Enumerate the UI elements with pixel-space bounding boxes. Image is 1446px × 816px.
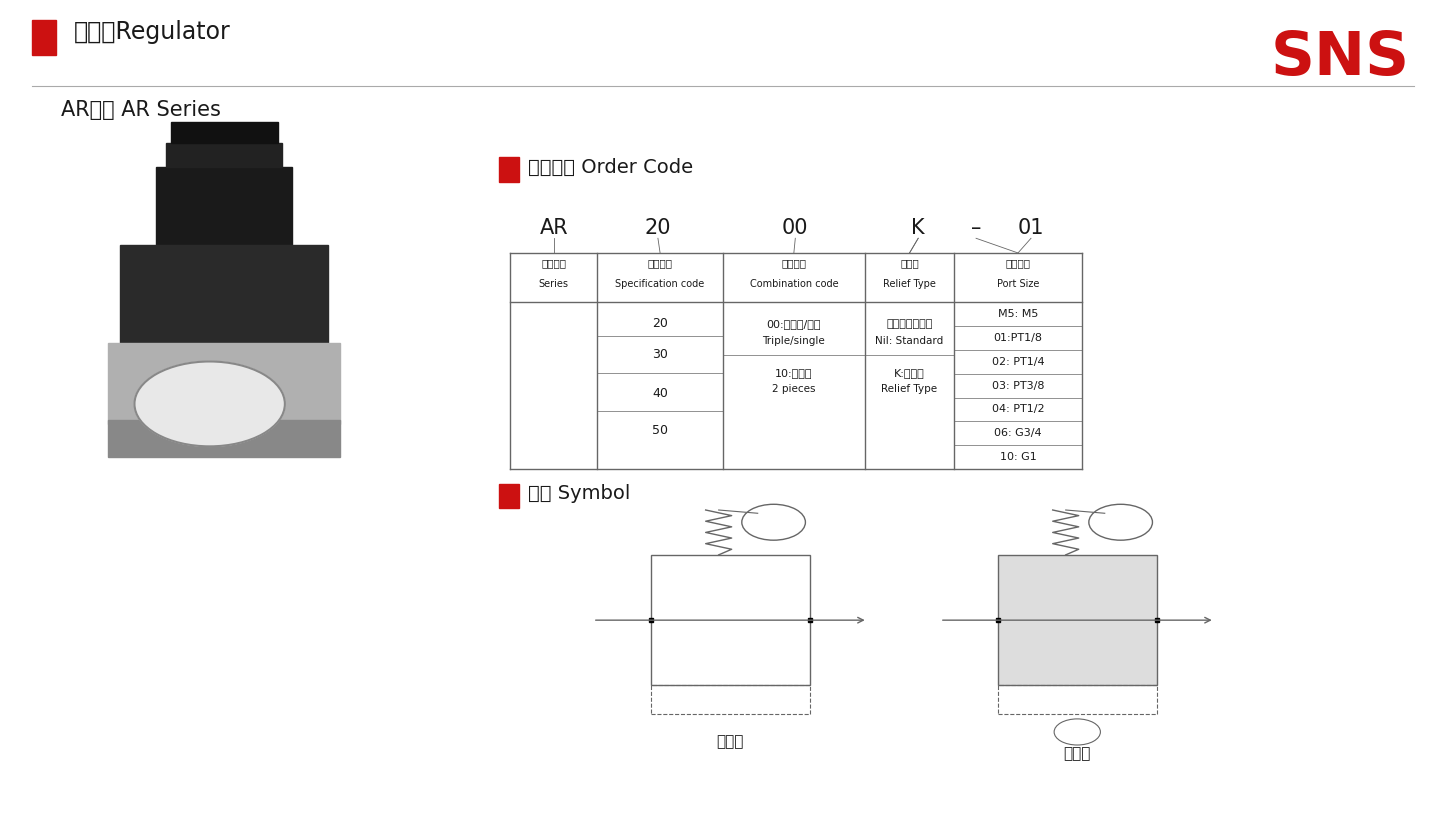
Text: 03: PT3/8: 03: PT3/8 <box>992 380 1044 391</box>
Text: Nil: Standard: Nil: Standard <box>875 336 944 346</box>
Bar <box>651 555 810 685</box>
Text: 联件代号: 联件代号 <box>781 258 807 268</box>
Text: AR: AR <box>539 219 568 238</box>
Text: 规格代号: 规格代号 <box>648 258 672 268</box>
Text: 50: 50 <box>652 424 668 437</box>
Bar <box>499 157 519 182</box>
Text: Relief Type: Relief Type <box>882 384 937 394</box>
Text: 01:PT1/8: 01:PT1/8 <box>993 333 1043 343</box>
Text: 无记号：标准型: 无记号：标准型 <box>886 319 933 329</box>
Bar <box>32 20 56 55</box>
Text: 40: 40 <box>652 387 668 400</box>
Text: K:逆流型: K:逆流型 <box>894 368 925 378</box>
Bar <box>499 484 519 508</box>
Bar <box>998 555 1157 685</box>
Text: Combination code: Combination code <box>749 279 839 289</box>
Text: SNS: SNS <box>1271 29 1410 87</box>
Text: 调压阀Regulator: 调压阀Regulator <box>74 20 230 44</box>
Bar <box>120 245 328 347</box>
Text: Port Size: Port Size <box>996 279 1040 289</box>
Text: 01: 01 <box>1018 219 1044 238</box>
Text: M5: M5: M5: M5 <box>998 309 1038 319</box>
Bar <box>156 167 292 249</box>
Text: 00: 00 <box>782 219 808 238</box>
Text: 20: 20 <box>645 219 671 238</box>
Text: K: K <box>911 219 925 238</box>
Text: 逆流型: 逆流型 <box>1064 747 1090 761</box>
Text: Series: Series <box>539 279 568 289</box>
Bar <box>171 122 278 143</box>
Text: 逆流型: 逆流型 <box>901 258 918 268</box>
Text: 标准型: 标准型 <box>717 734 743 749</box>
Text: 10: G1: 10: G1 <box>999 452 1037 462</box>
Text: 04: PT1/2: 04: PT1/2 <box>992 405 1044 415</box>
Bar <box>998 685 1157 714</box>
Text: 订货型号 Order Code: 订货型号 Order Code <box>528 157 693 176</box>
Bar <box>166 143 282 167</box>
Text: 20: 20 <box>652 317 668 330</box>
Text: Specification code: Specification code <box>616 279 704 289</box>
Text: 符号 Symbol: 符号 Symbol <box>528 484 630 503</box>
Text: –: – <box>970 219 982 238</box>
Text: Triple/single: Triple/single <box>762 336 826 346</box>
Bar <box>108 420 340 457</box>
Circle shape <box>134 361 285 446</box>
Bar <box>651 685 810 714</box>
Text: Relief Type: Relief Type <box>884 279 936 289</box>
Text: 06: G3/4: 06: G3/4 <box>995 428 1041 438</box>
Text: 00:三联件/单件: 00:三联件/单件 <box>766 319 821 329</box>
Text: 螺纹接口: 螺纹接口 <box>1005 258 1031 268</box>
Text: 系列代号: 系列代号 <box>541 258 567 268</box>
Bar <box>108 343 340 424</box>
Text: 2 pieces: 2 pieces <box>772 384 816 394</box>
Text: 30: 30 <box>652 348 668 361</box>
Text: AR系列 AR Series: AR系列 AR Series <box>61 100 221 120</box>
Text: 10:二联件: 10:二联件 <box>775 368 813 378</box>
Text: 02: PT1/4: 02: PT1/4 <box>992 357 1044 366</box>
